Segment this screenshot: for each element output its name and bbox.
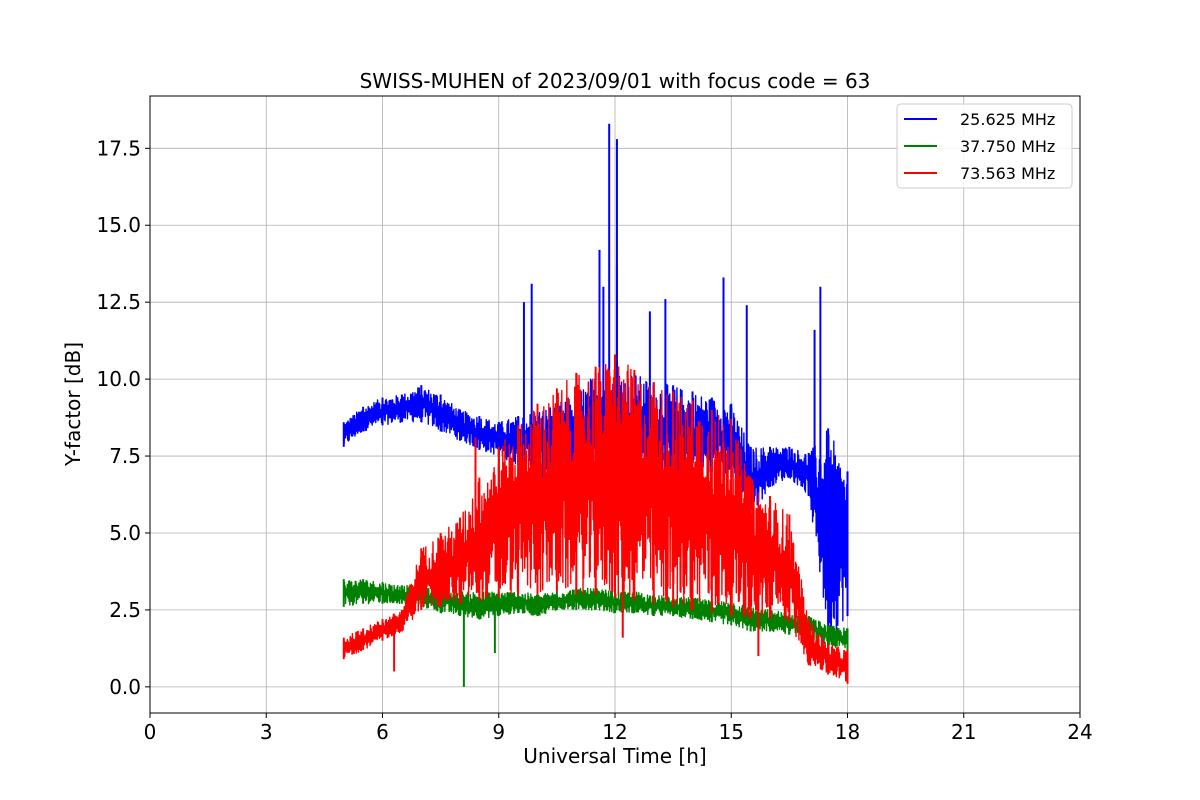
y-tick-label: 7.5 <box>109 444 141 468</box>
legend-label-series-3: 73.563 MHz <box>960 164 1055 183</box>
x-tick-label: 3 <box>260 720 273 744</box>
x-axis-label: Universal Time [h] <box>523 744 706 768</box>
x-tick-label: 0 <box>144 720 157 744</box>
legend-label-series-2: 37.750 MHz <box>960 137 1055 156</box>
x-tick-label: 15 <box>719 720 744 744</box>
y-tick-label: 0.0 <box>109 675 141 699</box>
y-tick-label: 10.0 <box>96 367 141 391</box>
x-tick-label: 24 <box>1067 720 1092 744</box>
x-tick-label: 9 <box>492 720 505 744</box>
chart-title: SWISS-MUHEN of 2023/09/01 with focus cod… <box>360 69 871 93</box>
y-tick-label: 15.0 <box>96 213 141 237</box>
y-tick-label: 2.5 <box>109 598 141 622</box>
x-tick-label: 21 <box>951 720 976 744</box>
y-tick-label: 17.5 <box>96 136 141 160</box>
x-tick-label: 12 <box>602 720 627 744</box>
x-tick-label: 18 <box>835 720 860 744</box>
y-axis-label: Y-factor [dB] <box>61 342 85 467</box>
legend-label-series-1: 25.625 MHz <box>960 110 1055 129</box>
y-tick-label: 12.5 <box>96 290 141 314</box>
x-tick-label: 6 <box>376 720 389 744</box>
y-tick-label: 5.0 <box>109 521 141 545</box>
legend: 25.625 MHz 37.750 MHz 73.563 MHz <box>897 104 1072 188</box>
